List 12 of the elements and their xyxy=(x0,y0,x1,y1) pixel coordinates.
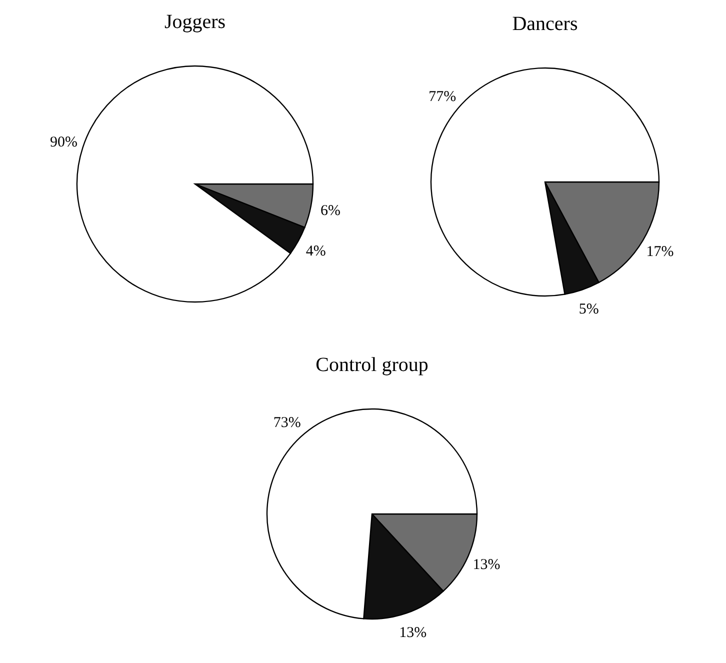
data-label: 13% xyxy=(472,557,500,574)
data-label: 13% xyxy=(399,625,427,642)
data-label: 17% xyxy=(646,244,674,260)
chart-title: Dancers xyxy=(512,13,578,35)
chart-title: Control group xyxy=(316,354,428,376)
data-label: 77% xyxy=(428,88,456,105)
data-label: 90% xyxy=(50,134,78,150)
chart-title: Joggers xyxy=(164,11,226,33)
data-label: 6% xyxy=(320,202,341,219)
data-label: 73% xyxy=(273,415,301,432)
data-label: 4% xyxy=(306,243,326,260)
data-label: 5% xyxy=(578,302,599,318)
